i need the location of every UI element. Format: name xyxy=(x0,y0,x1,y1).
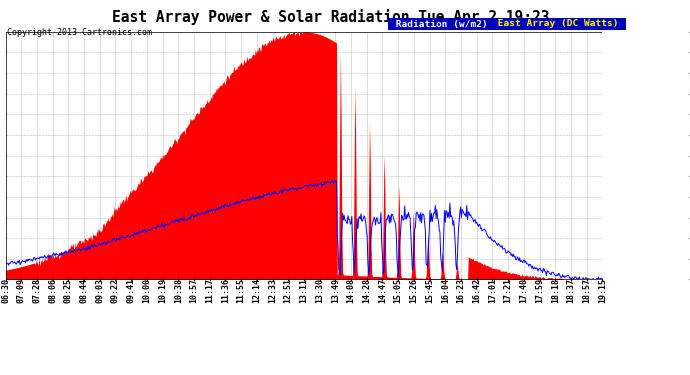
Text: East Array Power & Solar Radiation Tue Apr 2 19:23: East Array Power & Solar Radiation Tue A… xyxy=(112,9,550,26)
Text: East Array (DC Watts): East Array (DC Watts) xyxy=(492,20,624,28)
Text: Radiation (w/m2): Radiation (w/m2) xyxy=(390,20,493,28)
Text: Copyright 2013 Cartronics.com: Copyright 2013 Cartronics.com xyxy=(7,28,152,37)
